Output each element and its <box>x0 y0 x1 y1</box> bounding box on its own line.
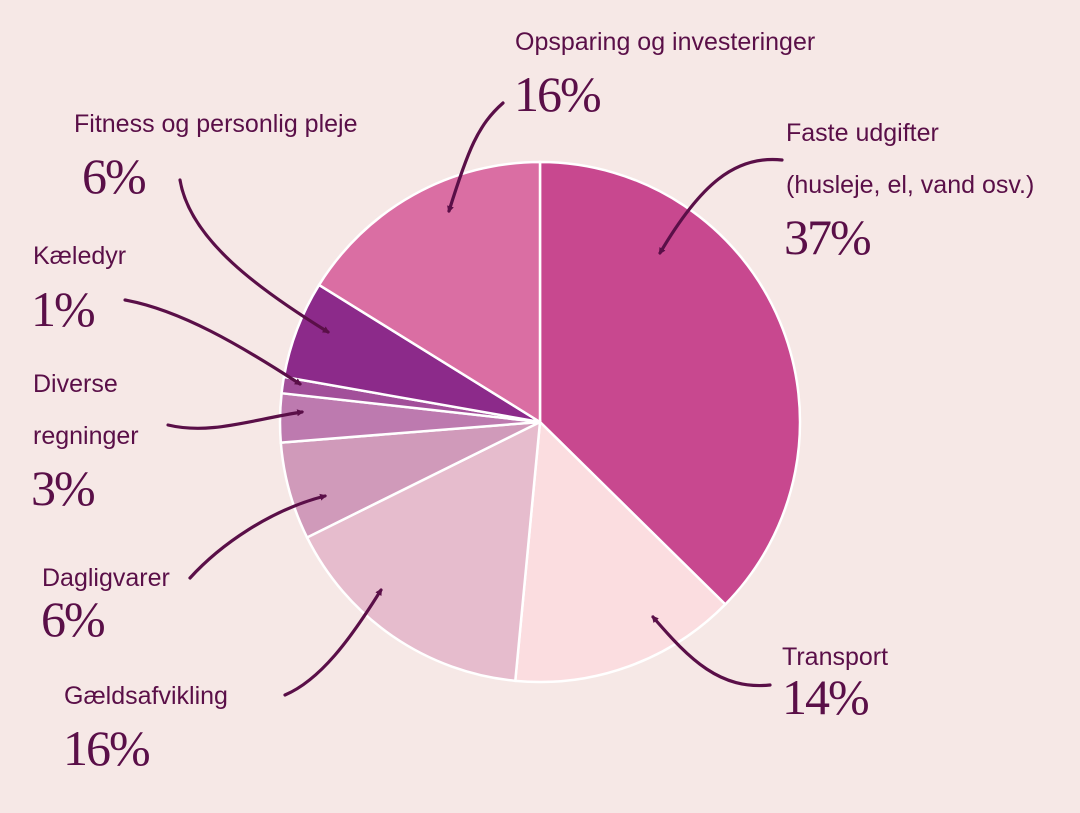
arrow-transport <box>651 615 772 688</box>
label-gaeld: Gældsafvikling <box>64 682 228 710</box>
pct-diverse: 3% <box>31 460 96 516</box>
arrow-diverse <box>166 409 305 430</box>
arrow-opsparing <box>447 101 505 214</box>
label-diverse-line1: Diverse <box>33 370 118 398</box>
label-fitness: Fitness og personlig pleje <box>74 110 358 138</box>
label-transport: Transport <box>782 643 889 671</box>
pct-gaeld: 16% <box>63 720 151 776</box>
arrow-dagligvarer <box>188 493 328 580</box>
label-diverse-line2: regninger <box>33 422 139 450</box>
arrow-fitness <box>178 178 330 334</box>
label-faste-line1: Faste udgifter <box>786 119 939 147</box>
pie-slice-transport <box>513 419 728 684</box>
pct-kaeledyr: 1% <box>31 281 96 337</box>
pie-slice-faste-udgifter-husleje-el-vand-osv <box>538 160 802 607</box>
pct-fitness: 6% <box>82 148 147 204</box>
pct-transport: 14% <box>782 669 870 725</box>
label-faste-line2: (husleje, el, vand osv.) <box>786 171 1035 199</box>
pie-slice-gældsafvikling <box>305 419 542 683</box>
pct-opsparing: 16% <box>514 66 602 122</box>
arrow-faste <box>658 157 784 255</box>
pct-dagligvarer: 6% <box>41 591 106 647</box>
callout-arrows <box>123 101 784 697</box>
arrow-gaeld <box>283 588 383 697</box>
label-opsparing: Opsparing og investeringer <box>515 28 816 56</box>
pie-slices <box>278 160 802 684</box>
label-kaeledyr: Kæledyr <box>33 242 127 270</box>
label-dagligvarer: Dagligvarer <box>42 564 170 592</box>
arrow-kaeledyr <box>123 298 302 386</box>
pie-slice-opsparing-og-investeringer <box>317 160 542 425</box>
pct-faste: 37% <box>784 209 872 265</box>
